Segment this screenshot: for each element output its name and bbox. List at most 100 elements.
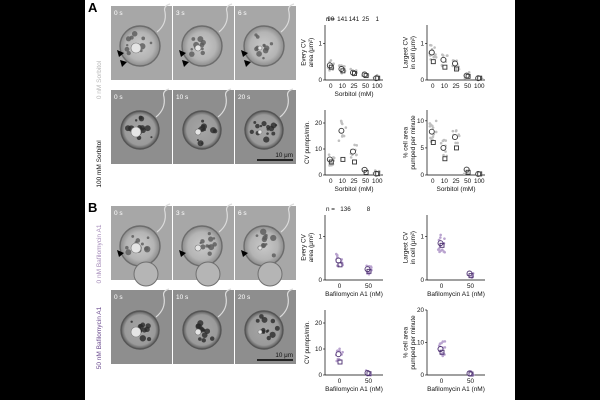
vacuole-granule: [263, 44, 266, 47]
vacuole-granule: [207, 231, 211, 236]
vacuole-granule: [261, 316, 268, 323]
row-label-b-bafilomycin: 50 nM Bafilomycin A1: [96, 306, 103, 369]
median-marker: [337, 262, 343, 268]
data-point: [329, 59, 333, 62]
data-point: [436, 248, 440, 251]
vacuole-granule: [254, 46, 259, 52]
y-tick-label: 0: [420, 172, 424, 179]
flagellum: [155, 288, 170, 318]
vacuole-granule: [199, 241, 202, 245]
arrowhead-marker: [117, 250, 124, 257]
vacuole-granule: [205, 244, 209, 248]
mean-marker: [361, 166, 368, 173]
vacuole-granule: [261, 236, 267, 243]
vacuole-granule: [125, 245, 129, 250]
vacuole-granule: [209, 336, 215, 341]
arrowhead-marker: [182, 60, 189, 67]
row-label-a-sorbitol: 100 mM Sorbitol: [96, 140, 103, 188]
median-marker: [328, 64, 334, 70]
neighbor-cell: [257, 261, 283, 287]
median-marker: [340, 156, 346, 162]
data-point: [443, 237, 446, 240]
vacuole-granule: [201, 332, 208, 338]
vacuole-granule: [256, 51, 262, 57]
data-point: [431, 135, 435, 139]
contractile-vacuole: [194, 328, 202, 336]
vacuole-granule: [201, 338, 206, 343]
vacuole-granule: [146, 336, 152, 342]
mean-marker: [440, 144, 447, 151]
data-point: [454, 67, 458, 71]
data-point: [439, 141, 443, 145]
data-point: [429, 136, 432, 140]
median-marker: [468, 371, 474, 377]
data-point: [443, 340, 447, 343]
timestamp-label: 6 s: [238, 210, 247, 217]
x-tick-label: 50: [464, 83, 472, 90]
flagellum: [279, 88, 294, 118]
data-point: [344, 126, 348, 129]
vacuole-granule: [146, 236, 150, 240]
data-point: [451, 129, 455, 133]
x-axis-label: Sorbitol (mM): [436, 186, 475, 193]
contractile-vacuole: [130, 126, 142, 138]
flagellum: [155, 88, 170, 118]
flagellum: [156, 203, 171, 233]
vacuole-granule: [131, 31, 138, 37]
flagellum: [217, 88, 232, 118]
vacuole-granule: [261, 120, 267, 127]
n-label: n =: [326, 16, 335, 23]
median-marker: [465, 73, 471, 79]
vacuole-granule: [138, 116, 145, 122]
x-tick-label: 0: [440, 283, 444, 290]
data-point: [341, 134, 344, 137]
y-tick-label: 20: [315, 320, 323, 327]
vacuole-granule: [208, 244, 215, 251]
data-point: [456, 141, 459, 145]
mean-marker: [326, 156, 333, 163]
x-axis-label: Bafilomycin A1 (nM): [427, 291, 485, 298]
data-point: [338, 347, 341, 351]
median-marker: [340, 68, 346, 74]
micrograph-tile: 0 s: [111, 3, 172, 80]
arrowhead-marker: [241, 50, 248, 57]
micrograph-tile: 20 s: [235, 288, 296, 364]
vacuole-granule: [197, 36, 204, 43]
micrograph-tile: 6 s: [235, 203, 296, 287]
vacuole-granule: [191, 37, 196, 41]
vacuole-granule: [200, 47, 204, 51]
y-axis-label: Largest CV: [402, 36, 409, 68]
vacuole-granule: [270, 234, 277, 242]
data-point: [349, 67, 353, 71]
median-marker: [442, 156, 448, 162]
data-point: [335, 359, 339, 363]
n-count: 136: [340, 206, 351, 213]
vacuole-granule: [196, 139, 199, 142]
data-point: [434, 119, 438, 123]
vacuole-granule: [140, 242, 144, 246]
n-count: 141: [349, 16, 360, 23]
timestamp-label: 0 s: [114, 94, 123, 101]
y-tick-label: 5: [420, 145, 424, 152]
median-marker: [366, 268, 372, 274]
x-tick-label: 25: [350, 178, 358, 185]
mean-marker: [440, 56, 447, 63]
median-marker: [468, 273, 474, 279]
vacuole-granule: [124, 46, 130, 52]
data-point: [441, 54, 445, 57]
vacuole-granule: [266, 335, 271, 341]
data-point: [327, 153, 331, 156]
vacuole-granule: [125, 43, 129, 47]
y-axis-label: Largest CV: [402, 231, 409, 263]
arrowhead-marker: [179, 250, 186, 257]
cell-body: [244, 110, 284, 150]
x-tick-label: 25: [350, 83, 358, 90]
vacuole-granule: [255, 35, 260, 39]
flagellum: [218, 203, 233, 233]
x-tick-label: 50: [365, 283, 373, 290]
data-point: [330, 163, 333, 167]
